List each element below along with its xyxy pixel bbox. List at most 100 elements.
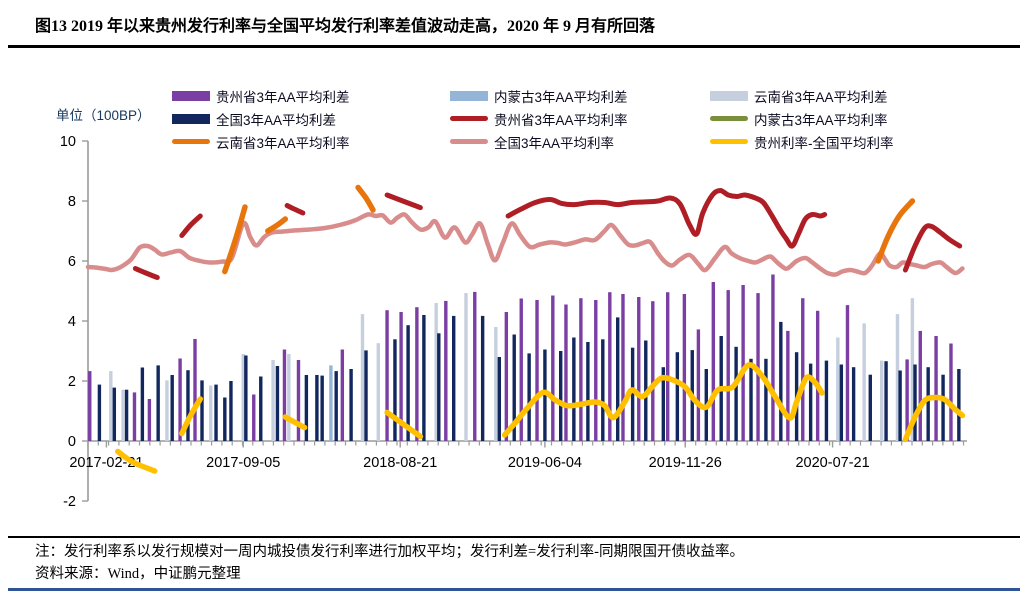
bar-gz-70 [621,294,625,441]
figure-title: 图13 2019 年以来贵州发行利率与全国平均发行利率差值波动走高，2020 年… [35,18,656,35]
bar-qg-61 [559,351,563,441]
legend-item-7[interactable]: 全国3年AA平均利率 [450,132,710,152]
legend-label-8: 贵州利率-全国平均利率 [754,135,894,151]
bar-qg-25 [275,366,280,441]
bar-yn-4 [121,389,125,441]
bar-gz-72 [637,297,641,441]
bar-gz-100 [845,305,850,441]
bar-qg-31 [320,375,324,441]
note-divider [8,536,1020,538]
bar-qg-21 [244,355,248,441]
line-series-4-seg-2 [282,414,308,431]
line-series-2-seg-0 [222,204,248,275]
bar-gz-90 [771,274,775,441]
legend-bar-swatch-1 [450,90,488,101]
legend-label-0: 贵州省3年AA平均利差 [216,89,350,105]
x-tick-label-2: 2018-08-21 [363,455,437,471]
legend-label-4: 贵州省3年AA平均利率 [494,112,628,128]
legend-item-5[interactable]: 内蒙古3年AA平均利率 [710,109,995,129]
chart-legend: 贵州省3年AA平均利差 内蒙古3年AA平均利差 云南省3年AA平均利差全国3年AA平… [172,84,995,153]
legend-item-0[interactable]: 贵州省3年AA平均利差 [172,86,450,106]
bar-qg-13 [186,370,190,441]
bar-gz-58 [535,300,539,441]
bar-yn-106 [895,314,900,441]
line-series-4-seg-4 [501,362,825,438]
legend-item-8[interactable]: 贵州利率-全国平均利率 [710,132,995,152]
bar-gz-43 [415,307,419,441]
bar-qg-116 [957,369,961,441]
bar-qg-75 [661,367,666,441]
bar-qg-87 [749,358,753,441]
bar-yn-38 [376,343,380,441]
legend-label-3: 全国3年AA平均利差 [216,112,337,128]
line-series-2-seg-1 [265,216,289,234]
legend-item-3[interactable]: 全国3年AA平均利差 [172,109,450,129]
bar-yn-104 [879,360,884,441]
bar-qg-105 [884,361,888,441]
bar-yn-2 [109,371,113,441]
legend-line-swatch-6 [172,138,210,145]
bar-qg-114 [941,374,945,441]
legend-item-6[interactable]: 云南省3年AA平均利率 [172,132,450,152]
legend-line-swatch-4 [450,115,488,122]
bar-qg-29 [304,375,309,441]
bar-gz-92 [786,330,790,441]
x-tick-label-5: 2020-07-21 [795,455,869,471]
bar-gz-115 [949,343,953,441]
bar-qg-46 [437,333,441,441]
line-series-4-seg-3 [384,409,424,440]
bar-qg-53 [497,357,502,441]
legend-item-4[interactable]: 贵州省3年AA平均利率 [450,109,710,129]
bar-qg-23 [259,376,263,441]
line-series-4-seg-5 [902,394,966,443]
y-tick-label-8: 8 [68,194,76,210]
bar-qg-48 [452,315,456,441]
bar-qg-95 [808,363,813,441]
bar-gz-68 [608,292,612,441]
bar-gz-64 [579,298,583,441]
legend-line-swatch-8 [710,138,748,145]
bar-gz-94 [801,298,805,441]
bar-gz-113 [934,336,938,441]
bar-qg-69 [616,317,620,441]
bar-qg-1 [97,384,102,441]
line-series-1-seg-1 [179,213,203,238]
bar-gz-50 [473,291,477,441]
line-series-2-seg-2 [355,184,376,213]
bar-qg-37 [364,350,368,441]
bar-qg-101 [851,367,856,441]
bar-gz-78 [682,294,687,441]
bar-gz-56 [519,298,523,441]
bar-gz-108 [905,359,909,441]
bar-qg-59 [543,349,547,441]
bar-qg-85 [734,346,738,441]
legend-item-1[interactable]: 内蒙古3年AA平均利差 [450,86,710,106]
bar-qg-19 [229,381,233,441]
bar-gz-80 [696,329,701,441]
legend-label-1: 内蒙古3年AA平均利差 [494,89,628,105]
bar-qg-44 [422,315,426,441]
line-series-1-seg-2 [284,203,306,216]
line-series-4-seg-0 [115,448,158,474]
x-tick-label-4: 2019-11-26 [649,455,722,471]
bar-gz-62 [564,304,568,441]
line-series-1-seg-3 [384,192,423,211]
bar-gz-82 [711,282,716,441]
bar-gz-74 [651,301,655,441]
x-tick-label-1: 2017-09-05 [206,455,280,471]
legend-item-2[interactable]: 云南省3年AA平均利差 [710,86,995,106]
y-tick-label--2: -2 [63,494,76,510]
bar-qg-65 [586,342,590,441]
line-series-1-seg-4 [505,188,828,249]
line-series-2-seg-3 [875,198,916,264]
bottom-rule [8,588,1020,591]
bar-yn-24 [271,360,275,441]
line-series-1-seg-5 [902,223,963,273]
bar-gz-6 [132,392,137,441]
x-tick-label-3: 2019-06-04 [508,455,582,471]
bar-qg-112 [926,367,930,441]
source-text: 资料来源：Wind，中证鹏元整理 [35,566,241,582]
bar-gz-0 [88,371,92,441]
